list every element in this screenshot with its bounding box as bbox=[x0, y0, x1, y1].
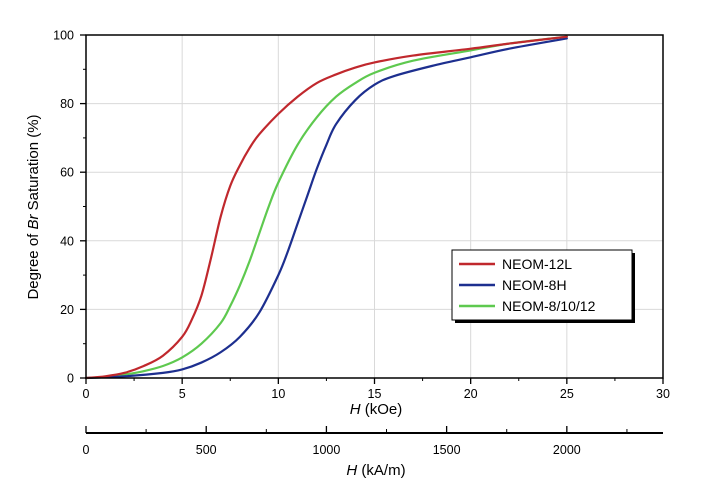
x-tick-label: 25 bbox=[560, 387, 574, 401]
y-tick-label: 100 bbox=[53, 29, 74, 43]
y-axis-ticks: 0 20 40 60 80 100 bbox=[53, 29, 86, 386]
x-axis-title: H (kOe) bbox=[350, 401, 403, 418]
legend: NEOM-12L NEOM-8H NEOM-8/10/12 bbox=[451, 249, 635, 323]
y-axis-title: Degree of Br Saturation (%) bbox=[25, 114, 42, 299]
legend-label-neom-8h: NEOM-8H bbox=[502, 277, 567, 293]
x-axis-ticks: 0 5 10 15 20 25 30 bbox=[83, 378, 670, 401]
x-tick-label: 0 bbox=[83, 387, 90, 401]
y-tick-label: 80 bbox=[60, 97, 74, 111]
y-axis-title-pre: Degree of bbox=[25, 230, 42, 300]
x-axis-title-symbol: H bbox=[350, 401, 361, 418]
x-tick-label: 5 bbox=[179, 387, 186, 401]
secondary-tick-label: 1500 bbox=[433, 443, 461, 457]
x-tick-label: 20 bbox=[464, 387, 478, 401]
secondary-tick-label: 2000 bbox=[553, 443, 581, 457]
y-axis-title-symbol: Br bbox=[25, 213, 42, 229]
gridlines bbox=[86, 35, 663, 378]
secondary-axis-ticks: 0 500 1000 1500 2000 bbox=[83, 426, 628, 457]
y-tick-label: 0 bbox=[67, 372, 74, 386]
secondary-axis-title-unit: (kA/m) bbox=[357, 462, 405, 479]
secondary-tick-label: 0 bbox=[83, 443, 90, 457]
legend-label-neom-8-10-12: NEOM-8/10/12 bbox=[502, 298, 596, 314]
y-tick-label: 60 bbox=[60, 166, 74, 180]
legend-label-neom-12l: NEOM-12L bbox=[502, 256, 572, 272]
y-tick-label: 40 bbox=[60, 234, 74, 248]
series-layer bbox=[84, 35, 568, 380]
x-tick-label: 30 bbox=[656, 387, 670, 401]
series-line-neom-12l bbox=[84, 35, 568, 380]
secondary-tick-label: 500 bbox=[196, 443, 217, 457]
x-tick-label: 15 bbox=[368, 387, 382, 401]
secondary-axis-title-symbol: H bbox=[346, 462, 357, 479]
y-axis-title-post: Saturation (%) bbox=[25, 114, 42, 214]
y-tick-label: 20 bbox=[60, 303, 74, 317]
series-line-neom-8-10-12 bbox=[84, 35, 568, 380]
series-line-neom-8h bbox=[84, 37, 568, 380]
secondary-tick-label: 1000 bbox=[313, 443, 341, 457]
x-axis-title-unit: (kOe) bbox=[361, 401, 403, 418]
x-tick-label: 10 bbox=[271, 387, 285, 401]
secondary-axis-title: H (kA/m) bbox=[346, 462, 405, 479]
